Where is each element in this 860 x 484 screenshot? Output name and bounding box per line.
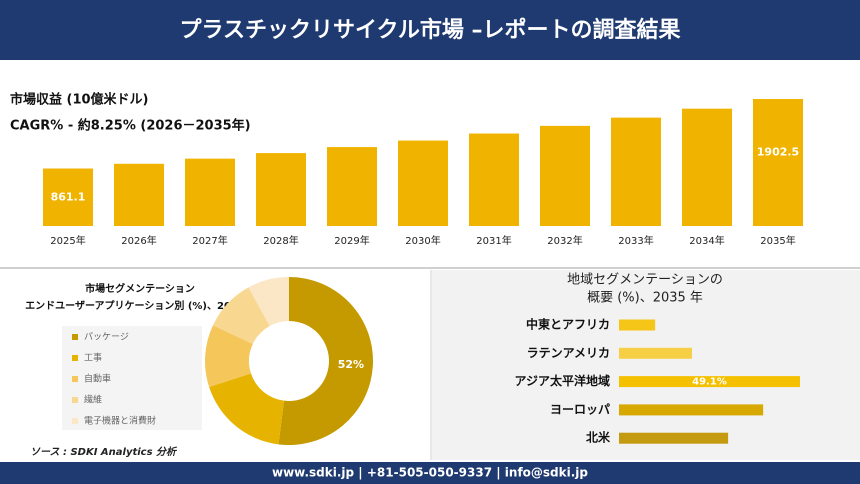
bar [619, 347, 692, 359]
chart-subtitle: CAGR% - 約8.25% (2026－2035年) [10, 118, 251, 134]
legend-label: 電子機器と消費財 [84, 415, 156, 427]
bar [611, 117, 661, 226]
x-tick-label: 2035年 [760, 234, 795, 247]
footer: www.sdki.jp | +81-505-050-9337 | info@sd… [272, 466, 588, 480]
pie-slice [209, 373, 284, 445]
x-tick-label: 2031年 [476, 234, 511, 247]
legend-label: 自動車 [84, 373, 111, 385]
y-tick-label: 中東とアフリカ [526, 317, 610, 332]
x-tick-label: 2025年 [50, 234, 85, 247]
chart-subtitle: エンドユーザーアプリケーション別 (%)、2035年 [25, 299, 255, 312]
y-tick-label: 北米 [586, 430, 611, 445]
chart-title: 市場セグメンテーション [85, 282, 195, 295]
bar [619, 404, 764, 416]
legend-swatch [72, 334, 78, 340]
footer-bar [0, 462, 860, 484]
source: ソース : SDKI Analytics 分析 [30, 446, 178, 458]
bar [753, 99, 803, 226]
legend-swatch [72, 376, 78, 382]
legend-label: 繊維 [84, 394, 102, 406]
pie-slice [212, 287, 270, 344]
bar [114, 163, 164, 226]
pie-slice [205, 325, 253, 387]
x-tick-label: 2030年 [405, 234, 440, 247]
bar [682, 108, 732, 226]
bar [43, 168, 93, 226]
legend-swatch [72, 397, 78, 403]
bar [256, 153, 306, 226]
bar [619, 319, 656, 331]
legend-label: 工事 [84, 352, 102, 364]
data-label: 861.1 [51, 190, 86, 203]
x-tick-label: 2027年 [192, 234, 227, 247]
x-tick-label: 2026年 [121, 234, 156, 247]
bar [185, 158, 235, 226]
data-label: 49.1% [692, 377, 727, 388]
x-tick-label: 2029年 [334, 234, 369, 247]
legend-swatch [72, 418, 78, 424]
x-tick-label: 2032年 [547, 234, 582, 247]
legend-box [62, 326, 202, 430]
chart-subtitle: 概要 (%)、2035 年 [587, 291, 703, 306]
region-panel [432, 270, 860, 460]
chart-title: 地域セグメンテーションの [567, 273, 723, 288]
x-tick-label: 2034年 [689, 234, 724, 247]
bar [540, 125, 590, 226]
legend-swatch [72, 355, 78, 361]
bar [619, 432, 729, 444]
y-tick-label: ヨーロッパ [550, 402, 610, 416]
data-label: 1902.5 [757, 146, 799, 159]
bar [398, 140, 448, 226]
legend-label: パッケージ [84, 332, 129, 343]
x-tick-label: 2033年 [618, 234, 653, 247]
pie-slice [248, 277, 289, 326]
data-label: 52% [338, 358, 364, 371]
bar [327, 147, 377, 226]
bar [469, 133, 519, 226]
header-bar [0, 0, 860, 60]
bar [619, 376, 800, 388]
pie-slice [278, 277, 373, 445]
y-tick-label: アジア太平洋地域 [514, 373, 610, 388]
y-tick-label: ラテンアメリカ [527, 346, 610, 360]
x-tick-label: 2028年 [263, 234, 298, 247]
chart-title: 市場収益 (10億米ドル) [10, 92, 149, 108]
page-title: プラスチックリサイクル市場 –レポートの調査結果 [179, 17, 680, 43]
